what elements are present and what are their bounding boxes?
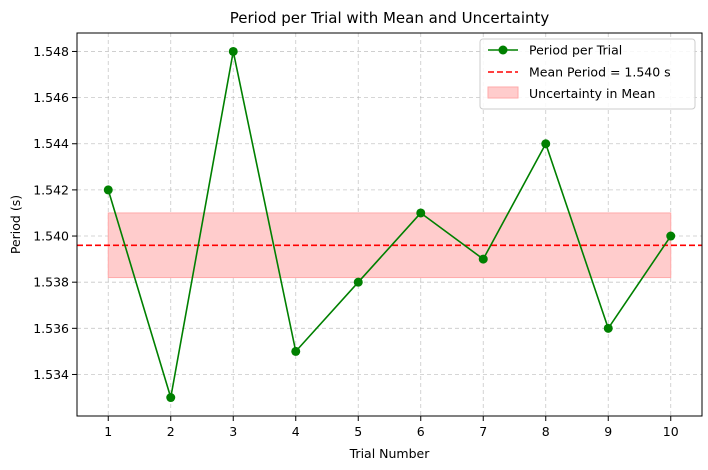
data-point xyxy=(478,254,488,264)
y-axis-label: Period (s) xyxy=(8,195,23,254)
data-point xyxy=(416,208,426,218)
x-tick-label: 3 xyxy=(229,424,237,439)
legend-series-label: Period per Trial xyxy=(529,43,622,58)
data-point xyxy=(666,231,676,241)
legend: Period per Trial Mean Period = 1.540 s U… xyxy=(479,38,696,110)
y-tick-label: 1.548 xyxy=(33,44,69,59)
data-point xyxy=(291,346,301,356)
x-tick-label: 9 xyxy=(604,424,612,439)
data-point xyxy=(603,323,613,333)
series-line xyxy=(107,50,672,399)
x-tick-label: 6 xyxy=(417,424,425,439)
series-layer xyxy=(103,46,676,403)
legend-band-swatch xyxy=(487,86,519,99)
legend-box xyxy=(479,38,696,110)
x-tick-label: 10 xyxy=(663,424,679,439)
data-point xyxy=(541,139,551,149)
chart-title: Period per Trial with Mean and Uncertain… xyxy=(230,9,550,27)
legend-mean-label: Mean Period = 1.540 s xyxy=(529,65,671,80)
data-point xyxy=(103,185,113,195)
y-tick-label: 1.544 xyxy=(33,136,69,151)
y-tick-label: 1.540 xyxy=(33,229,69,244)
data-point xyxy=(166,393,176,403)
x-axis-label: Trial Number xyxy=(349,446,431,461)
x-tick-label: 2 xyxy=(167,424,175,439)
x-tick-label: 8 xyxy=(542,424,550,439)
x-tick-label: 5 xyxy=(354,424,362,439)
x-tick-label: 4 xyxy=(292,424,300,439)
legend-band-label: Uncertainty in Mean xyxy=(529,86,655,101)
y-tick-label: 1.536 xyxy=(33,321,69,336)
x-tick-label: 1 xyxy=(104,424,112,439)
x-tick-label: 7 xyxy=(479,424,487,439)
x-axis-ticks: 1 2 3 4 5 6 7 8 9 10 xyxy=(104,416,679,439)
data-point xyxy=(228,46,238,56)
y-tick-label: 1.546 xyxy=(33,90,69,105)
y-axis-ticks: 1.534 1.536 1.538 1.540 1.542 1.544 1.546 1.548 xyxy=(33,44,77,382)
y-tick-label: 1.538 xyxy=(33,275,69,290)
plot-frame xyxy=(76,32,703,417)
data-point xyxy=(353,277,363,287)
y-tick-label: 1.542 xyxy=(33,182,69,197)
y-tick-label: 1.534 xyxy=(33,367,69,382)
legend-series-marker xyxy=(498,45,508,55)
